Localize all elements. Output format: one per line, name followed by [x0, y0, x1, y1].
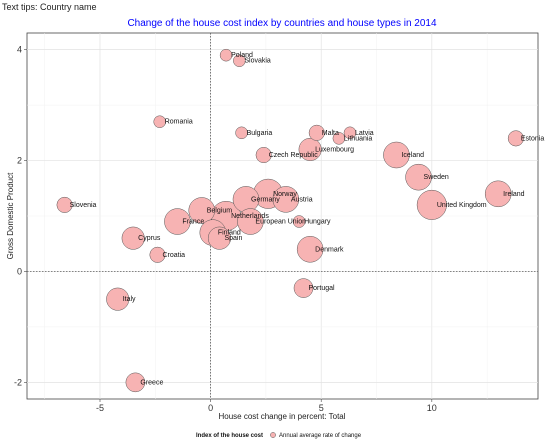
- point-croatia: [149, 246, 166, 263]
- point-label-cyprus: Cyprus: [138, 235, 161, 242]
- point-czech-republic: [255, 147, 272, 163]
- x-tick-label: 10: [427, 403, 437, 413]
- point-label-united-kingdom: United Kingdom: [437, 202, 487, 209]
- point-belgium: [188, 197, 216, 224]
- point-label-croatia: Croatia: [163, 252, 186, 259]
- point-label-belgium: Belgium: [207, 207, 232, 214]
- point-lithuania: [332, 132, 346, 145]
- point-label-greece: Greece: [140, 379, 163, 386]
- x-tick-label: 0: [208, 403, 213, 413]
- point-italy: [106, 287, 130, 311]
- point-hungary: [292, 215, 306, 228]
- point-portugal: [293, 278, 314, 298]
- point-bulgaria: [235, 126, 248, 140]
- point-cyprus: [121, 226, 145, 250]
- text-tips: Text tips: Country name: [2, 2, 97, 12]
- point-label-european-union: European Union: [255, 219, 306, 226]
- point-european-union: [237, 208, 264, 235]
- point-label-luxembourg: Luxembourg: [315, 146, 354, 153]
- point-label-france: France: [182, 219, 204, 226]
- y-axis-label: Gross Domestic Product: [6, 172, 15, 259]
- point-label-italy: Italy: [123, 296, 136, 303]
- point-slovakia: [233, 54, 246, 67]
- chart-title: Change of the house cost index by countr…: [127, 18, 437, 29]
- y-tick-label: 0: [17, 266, 22, 276]
- point-sweden: [405, 163, 432, 191]
- point-estonia: [507, 130, 524, 147]
- y-tick-label: -2: [14, 377, 22, 387]
- point-label-norway: Norway: [273, 191, 297, 198]
- point-ireland: [484, 180, 512, 208]
- point-label-hungary: Hungary: [304, 219, 331, 226]
- point-romania: [153, 115, 166, 128]
- y-tick-label: 2: [17, 156, 22, 166]
- x-tick-label: 5: [319, 403, 324, 413]
- point-latvia: [343, 126, 357, 140]
- point-luxembourg: [298, 137, 322, 161]
- legend-title: Index of the house cost: [196, 433, 263, 439]
- point-iceland: [383, 141, 410, 169]
- point-label-slovenia: Slovenia: [70, 202, 97, 209]
- point-label-sweden: Sweden: [424, 174, 449, 181]
- point-label-slovakia: Slovakia: [244, 58, 271, 65]
- x-tick-label: -5: [96, 403, 104, 413]
- point-denmark: [296, 236, 324, 263]
- point-slovenia: [56, 196, 73, 213]
- point-label-denmark: Denmark: [315, 246, 344, 253]
- point-label-finland: Finland: [218, 230, 241, 237]
- point-label-latvia: Latvia: [355, 130, 374, 137]
- legend-key: [270, 432, 276, 438]
- point-united-kingdom: [416, 189, 447, 220]
- point-label-estonia: Estonia: [521, 135, 544, 142]
- point-spain: [207, 226, 231, 250]
- point-label-austria: Austria: [291, 196, 313, 203]
- point-austria: [272, 186, 300, 213]
- x-axis-label: House cost change in percent: Total: [218, 412, 345, 421]
- point-label-netherlands: Netherlands: [231, 213, 269, 220]
- point-label-portugal: Portugal: [309, 285, 336, 292]
- point-label-spain: Spain: [224, 235, 242, 242]
- point-label-ireland: Ireland: [503, 191, 525, 198]
- legend-label: Annual average rate of change: [279, 433, 362, 439]
- point-label-iceland: Iceland: [401, 152, 424, 159]
- point-poland: [219, 48, 233, 62]
- point-label-lithuania: Lithuania: [344, 135, 373, 142]
- point-label-malta: Malta: [322, 130, 339, 137]
- point-label-czech-republic: Czech Republic: [269, 152, 319, 159]
- y-tick-label: 4: [17, 45, 22, 55]
- point-greece: [125, 372, 146, 393]
- axis-ticks: -5 0 5 10 -2 0 2 4: [14, 45, 437, 413]
- point-label-germany: Germany: [251, 196, 280, 203]
- point-label-poland: Poland: [231, 52, 253, 59]
- point-label-romania: Romania: [165, 119, 193, 126]
- point-france: [164, 208, 191, 235]
- grid: [27, 33, 538, 399]
- point-label-bulgaria: Bulgaria: [247, 130, 273, 137]
- legend: Index of the house cost Annual average r…: [196, 432, 362, 439]
- point-malta: [308, 124, 325, 141]
